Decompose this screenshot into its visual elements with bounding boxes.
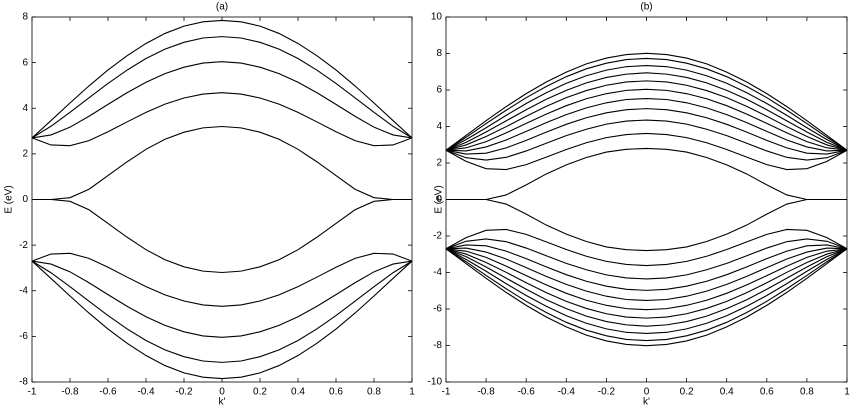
band-line <box>31 260 413 363</box>
band-line <box>445 57 848 151</box>
band-line <box>32 125 412 201</box>
y-tick-label: 4 <box>436 121 442 132</box>
band-line <box>31 252 413 307</box>
band-line <box>445 248 848 311</box>
x-axis-label: k' <box>219 397 226 408</box>
band-line <box>31 260 413 380</box>
x-tick-label: -1 <box>442 387 451 398</box>
x-tick-label: -0.4 <box>137 387 155 398</box>
band-line <box>445 88 848 151</box>
band-line <box>445 248 848 335</box>
band-line <box>31 260 413 338</box>
band-line <box>445 108 848 155</box>
band-line <box>31 61 413 139</box>
band-line <box>445 247 848 301</box>
x-tick-label: 0.4 <box>291 387 305 398</box>
panel-title: (a) <box>216 2 228 13</box>
y-tick-label: 0 <box>436 194 442 205</box>
band-line <box>445 64 848 151</box>
y-tick-label: 6 <box>22 57 28 68</box>
band-line <box>32 198 412 274</box>
y-tick-label: -8 <box>19 377 28 388</box>
x-tick-label: 1 <box>844 387 850 398</box>
band-line <box>445 119 848 161</box>
y-tick-label: -2 <box>19 240 28 251</box>
x-tick-label: -0.8 <box>477 387 495 398</box>
y-tick-label: -4 <box>433 267 442 278</box>
plot-frame <box>31 16 413 383</box>
plot-frame <box>445 16 848 383</box>
x-tick-label: -0.6 <box>99 387 117 398</box>
y-tick-label: 8 <box>436 48 442 59</box>
x-tick-label: -0.4 <box>558 387 576 398</box>
x-tick-label: 0.8 <box>800 387 814 398</box>
y-tick-label: -2 <box>433 231 442 242</box>
y-tick-label: 6 <box>436 85 442 96</box>
y-tick-label: 4 <box>22 103 28 114</box>
band-line <box>445 248 848 347</box>
x-tick-label: 0.6 <box>329 387 343 398</box>
x-tick-label: 0.4 <box>720 387 734 398</box>
band-line <box>445 80 848 151</box>
x-tick-label: 0.2 <box>253 387 267 398</box>
y-tick-label: 8 <box>22 12 28 23</box>
band-line <box>445 244 848 291</box>
band-line <box>31 19 413 139</box>
band-line <box>446 198 847 252</box>
y-axis-label: E (eV) <box>4 185 15 213</box>
band-line <box>31 92 413 147</box>
y-tick-label: -6 <box>19 331 28 342</box>
y-tick-label: -4 <box>19 285 28 296</box>
x-tick-label: -0.6 <box>518 387 536 398</box>
x-tick-label: 0 <box>219 387 225 398</box>
x-axis-label: k' <box>643 397 650 408</box>
x-tick-label: 0.2 <box>680 387 694 398</box>
x-tick-label: 0 <box>644 387 650 398</box>
x-tick-label: -0.2 <box>175 387 193 398</box>
band-line <box>445 238 848 280</box>
panel-title: (b) <box>640 2 652 13</box>
band-line <box>446 147 847 201</box>
y-tick-label: 2 <box>22 149 28 160</box>
x-tick-label: -1 <box>28 387 37 398</box>
band-line <box>445 248 848 327</box>
y-tick-label: -8 <box>433 340 442 351</box>
y-tick-label: -10 <box>428 377 443 388</box>
band-line <box>445 228 848 267</box>
x-tick-label: -0.2 <box>598 387 616 398</box>
band-line <box>31 36 413 139</box>
y-tick-label: 0 <box>22 194 28 205</box>
x-tick-label: 0.6 <box>760 387 774 398</box>
band-line <box>445 72 848 151</box>
band-line <box>445 52 848 151</box>
band-line <box>445 248 848 342</box>
band-line <box>445 132 848 171</box>
band-line <box>445 248 848 319</box>
x-tick-label: 0.8 <box>367 387 381 398</box>
x-tick-label: -0.8 <box>61 387 79 398</box>
band-line <box>445 98 848 152</box>
y-tick-label: 2 <box>436 158 442 169</box>
y-tick-label: -6 <box>433 304 442 315</box>
x-tick-label: 1 <box>409 387 415 398</box>
y-axis-label: E (eV) <box>434 185 445 213</box>
y-tick-label: 10 <box>431 12 443 23</box>
